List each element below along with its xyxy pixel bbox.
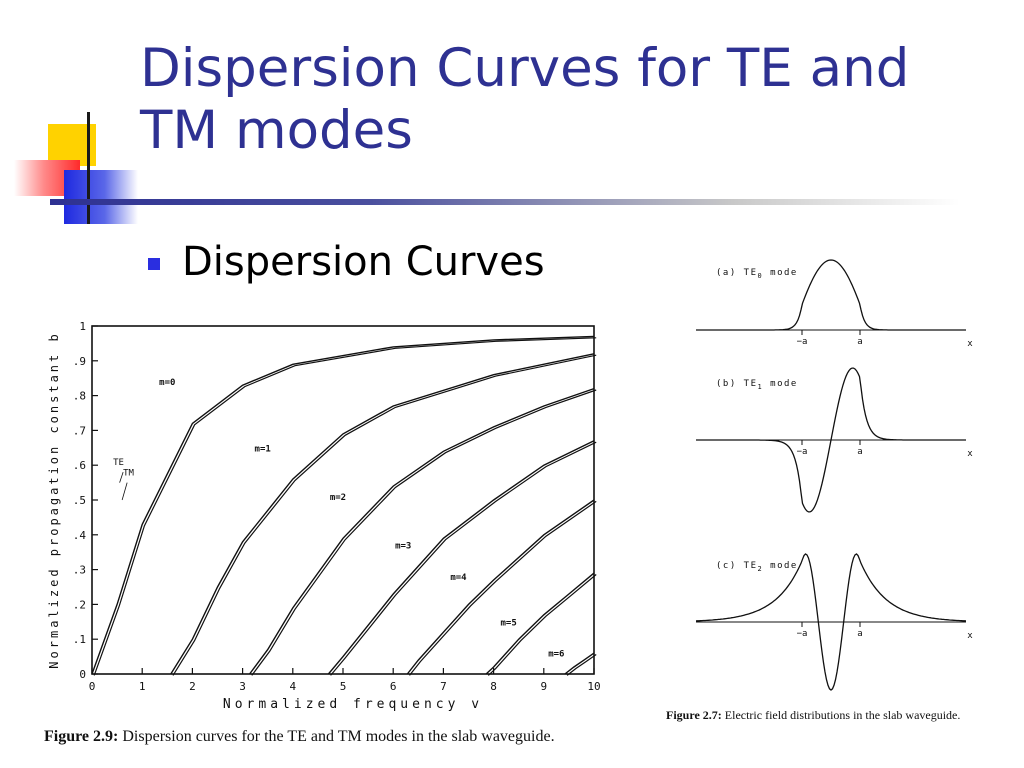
field-panel: (a) TE0 mode −a a x	[696, 259, 973, 349]
y-tick-label: .3	[73, 564, 86, 577]
annotation-tm-leader	[121, 482, 128, 501]
x-tick-label: 8	[490, 680, 497, 693]
slide-title-line-1: Dispersion Curves for TE and	[140, 38, 910, 99]
y-tick-label: .5	[73, 494, 86, 507]
field-a-label: a	[857, 629, 862, 639]
field-minus-a-label: −a	[797, 447, 808, 457]
series-line-te	[91, 335, 595, 675]
field-minus-a-label: −a	[797, 337, 808, 347]
y-tick-label: .7	[73, 424, 86, 437]
field-caption: Figure 2.7: Electric field distributions…	[666, 708, 960, 723]
series-line-te	[406, 499, 595, 675]
y-tick-label: .9	[73, 355, 86, 368]
series-label: m=2	[330, 493, 346, 503]
series-line-te	[249, 387, 595, 675]
series-line-te	[327, 440, 595, 675]
x-axis-label: Normalized frequency v	[223, 697, 483, 712]
series-line-tm	[330, 441, 597, 676]
series-label: m=5	[501, 618, 517, 628]
x-tick-label: 5	[340, 680, 347, 693]
x-tick-label: 7	[440, 680, 447, 693]
y-tick-label: .6	[73, 459, 86, 472]
field-x-label: x	[967, 449, 973, 459]
field-a-label: a	[857, 337, 862, 347]
bullet-text: Dispersion Curves	[182, 239, 545, 285]
dispersion-caption-text: Dispersion curves for the TE and TM mode…	[118, 728, 555, 745]
series-label: m=6	[548, 650, 564, 660]
annotation-te-leader	[119, 472, 124, 483]
series-line-te	[170, 353, 595, 675]
y-tick-label: 0	[79, 668, 86, 681]
field-curve	[695, 553, 967, 691]
field-panel-label: (c) TE2 mode	[716, 561, 798, 573]
y-tick-label: .2	[73, 598, 86, 611]
y-tick-label: .4	[73, 529, 87, 542]
dispersion-caption: Figure 2.9: Dispersion curves for the TE…	[44, 728, 555, 746]
dispersion-caption-label: Figure 2.9:	[44, 728, 119, 745]
field-panel-label: (b) TE1 mode	[716, 379, 798, 391]
field-curve	[696, 367, 966, 513]
x-tick-label: 4	[289, 680, 296, 693]
series-label: m=0	[159, 378, 175, 388]
annotation-te: TE	[113, 458, 124, 468]
field-caption-label: Figure 2.7:	[666, 708, 722, 722]
series-label: m=1	[255, 444, 271, 454]
dispersion-chart: 0 1 2 3 4 5 6 7 8 9 10 0 .1 .2 .3 .4 .5 .6 .7 .8 .9 1 m=0 m=1 m…	[47, 320, 601, 712]
x-tick-label: 0	[89, 680, 96, 693]
series-line-tm	[487, 574, 597, 676]
y-axis-label: Normalized propagation constant b	[47, 331, 61, 668]
slide-title: Dispersion Curves for TE and TM modes	[140, 38, 909, 162]
slide-title-line-2: TM modes	[140, 100, 413, 161]
series-line-tm	[251, 389, 597, 676]
decor-blue-square	[64, 170, 138, 224]
series-line-te	[564, 652, 595, 675]
y-tick-label: 1	[79, 320, 86, 333]
series-line-tm	[93, 337, 597, 676]
field-panel: (c) TE2 mode −a a x	[695, 553, 973, 691]
x-tick-label: 9	[540, 680, 547, 693]
x-tick-label: 3	[239, 680, 246, 693]
series-line-tm	[409, 500, 597, 676]
annotation-tm: TM	[123, 469, 134, 479]
title-underline	[50, 199, 960, 205]
x-tick-label: 2	[189, 680, 196, 693]
field-caption-text: Electric field distributions in the slab…	[721, 708, 961, 722]
field-panel: (b) TE1 mode −a a x	[696, 367, 973, 513]
x-tick-label: 6	[390, 680, 397, 693]
field-minus-a-label: −a	[797, 629, 808, 639]
series-label: m=3	[395, 542, 411, 552]
series-label: m=4	[450, 573, 467, 583]
decor-vertical-line	[87, 112, 90, 224]
bullet-square-icon	[148, 258, 160, 270]
series-line-tm	[566, 654, 597, 676]
y-tick-label: .1	[73, 633, 86, 646]
y-tick-label: .8	[73, 390, 86, 403]
x-tick-label: 1	[139, 680, 146, 693]
series-line-te	[485, 572, 595, 675]
field-curve	[696, 259, 966, 331]
field-panel-label: (a) TE0 mode	[716, 268, 798, 280]
field-a-label: a	[857, 447, 862, 457]
field-distribution-figure: (a) TE0 mode−a a x(b) TE1 mode−a a x(c) TE2 …	[695, 259, 973, 691]
series-line-tm	[172, 354, 597, 676]
x-tick-label: 10	[587, 680, 600, 693]
field-x-label: x	[967, 339, 973, 349]
field-x-label: x	[967, 631, 973, 641]
